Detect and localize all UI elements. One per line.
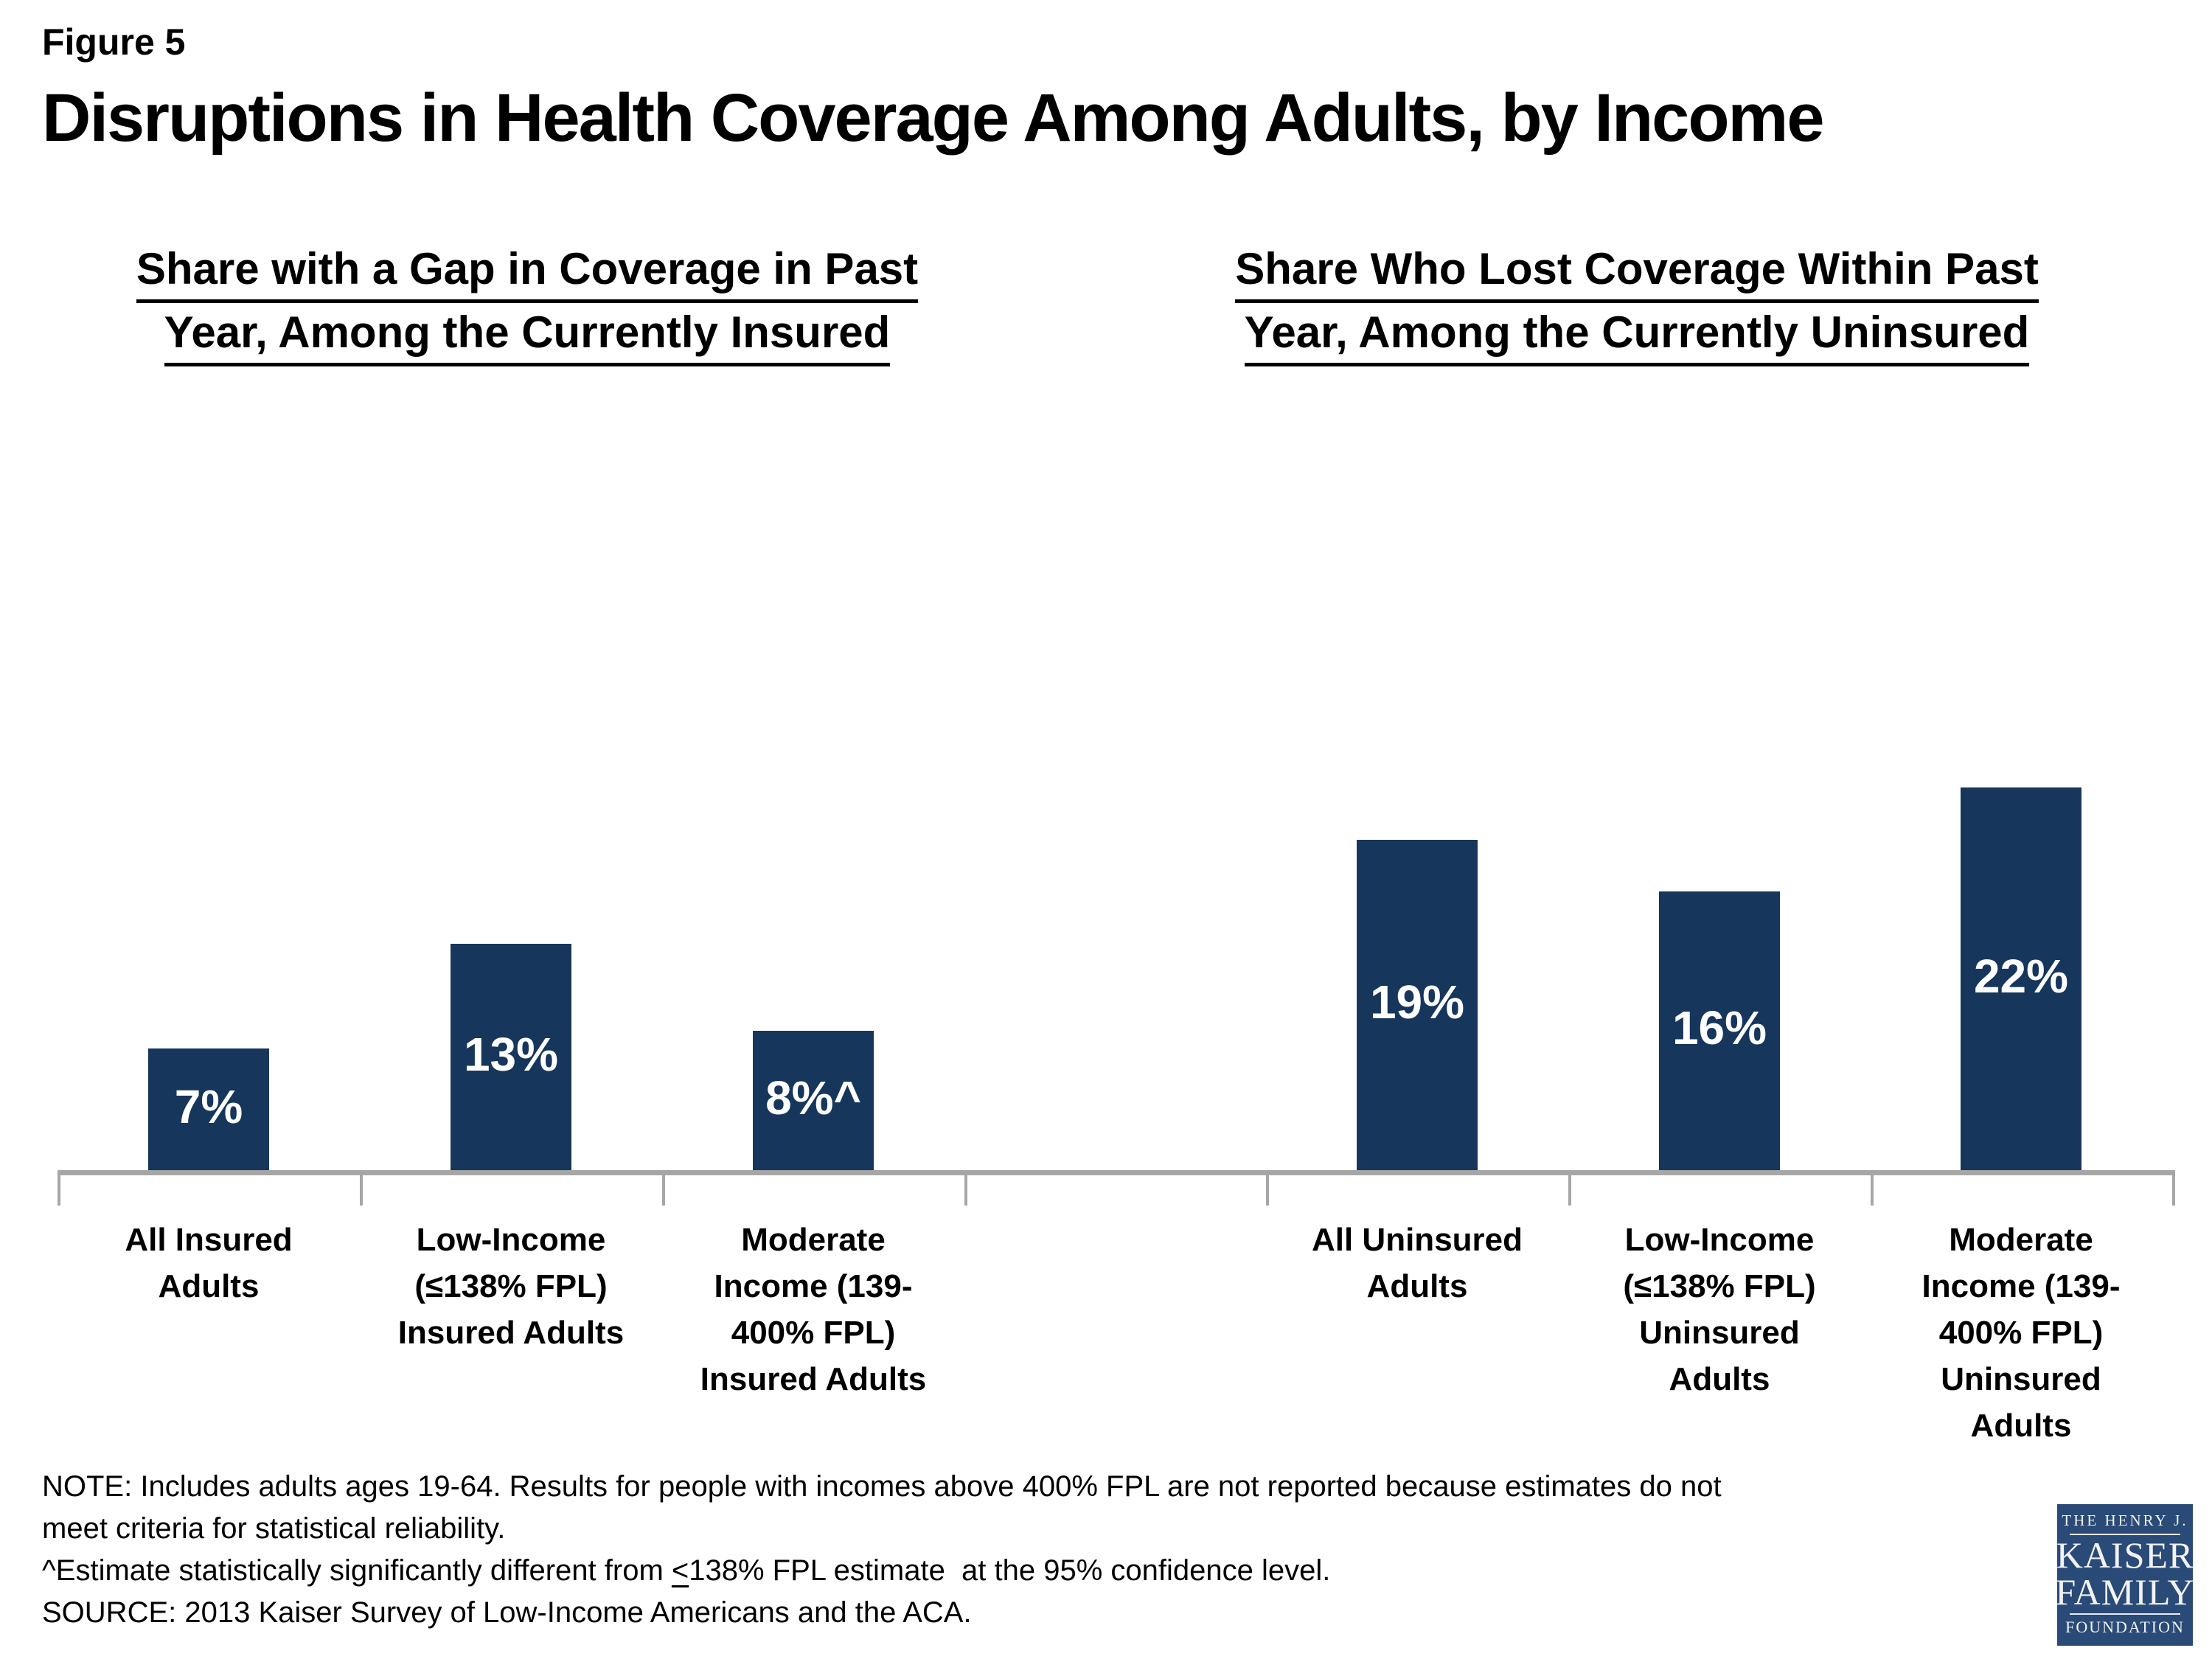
note-line-3: ^Estimate statistically significantly di…	[42, 1554, 1331, 1587]
bar-value-label: 13%	[463, 1027, 559, 1081]
bar-value-label: 16%	[1672, 1001, 1767, 1054]
source-line: SOURCE: 2013 Kaiser Survey of Low-Income…	[42, 1596, 972, 1629]
bar-moderate-income-uninsured: 22%	[1961, 787, 2081, 1170]
bar-value-label: 19%	[1369, 975, 1465, 1029]
right-subtitle-line2: Year, Among the Currently Uninsured	[1183, 307, 2090, 370]
less-than-or-equal-glyph: <	[671, 1554, 689, 1587]
axis-tick	[662, 1173, 665, 1206]
category-label-all-uninsured: All Uninsured Adults	[1311, 1222, 1523, 1304]
logo-line-kaiser: KAISER	[2056, 1534, 2194, 1576]
left-panel-subtitle: Share with a Gap in Coverage in Past Yea…	[66, 243, 988, 370]
logo-line-foundation: FOUNDATION	[2065, 1618, 2185, 1636]
category-label-all-insured: All Insured Adults	[125, 1222, 293, 1304]
category-label-low-income-insured: Low-Income (≤138% FPL) Insured Adults	[397, 1222, 625, 1351]
bar-value-label: 7%	[174, 1079, 243, 1133]
bar-low-income-insured: 13%	[451, 944, 571, 1170]
bar-low-income-uninsured: 16%	[1659, 891, 1780, 1170]
axis-tick	[58, 1173, 60, 1206]
axis-tick	[1568, 1173, 1571, 1206]
axis-tick	[964, 1173, 967, 1206]
note-line-2: meet criteria for statistical reliabilit…	[42, 1512, 506, 1545]
left-subtitle-line1: Share with a Gap in Coverage in Past	[66, 243, 988, 307]
right-subtitle-line1: Share Who Lost Coverage Within Past	[1183, 243, 2090, 307]
axis-tick	[2172, 1173, 2175, 1206]
note-line-1: NOTE: Includes adults ages 19-64. Result…	[42, 1470, 1722, 1503]
logo-line-family: FAMILY	[2055, 1571, 2195, 1613]
x-axis-line	[58, 1170, 2175, 1175]
axis-tick	[1871, 1173, 1874, 1206]
footnotes: NOTE: Includes adults ages 19-64. Result…	[42, 1466, 1722, 1634]
bar-all-insured-adults: 7%	[148, 1048, 269, 1170]
bar-all-uninsured-adults: 19%	[1357, 840, 1478, 1170]
bar-moderate-income-insured: 8%^	[753, 1031, 874, 1170]
logo-rule-bottom	[2070, 1613, 2180, 1615]
axis-tick	[360, 1173, 363, 1206]
bar-value-label: 8%^	[765, 1071, 861, 1124]
kaiser-family-foundation-logo: THE HENRY J. KAISER FAMILY FOUNDATION	[2055, 1504, 2195, 1646]
logo-line-the-henry-j: THE HENRY J.	[2062, 1512, 2188, 1529]
figure-label: Figure 5	[42, 21, 186, 63]
right-panel-subtitle: Share Who Lost Coverage Within Past Year…	[1183, 243, 2090, 370]
page-title: Disruptions in Health Coverage Among Adu…	[42, 80, 1824, 156]
category-label-moderate-uninsured: Moderate Income (139- 400% FPL) Uninsure…	[1921, 1222, 2121, 1444]
axis-tick	[1266, 1173, 1269, 1206]
left-subtitle-line2: Year, Among the Currently Insured	[66, 307, 988, 370]
bar-value-label: 22%	[1973, 949, 2069, 1003]
category-label-moderate-insured: Moderate Income (139- 400% FPL) Insured …	[700, 1222, 927, 1397]
logo-rule-top	[2070, 1534, 2180, 1535]
category-label-low-income-uninsured: Low-Income (≤138% FPL) Uninsured Adults	[1623, 1222, 1816, 1397]
